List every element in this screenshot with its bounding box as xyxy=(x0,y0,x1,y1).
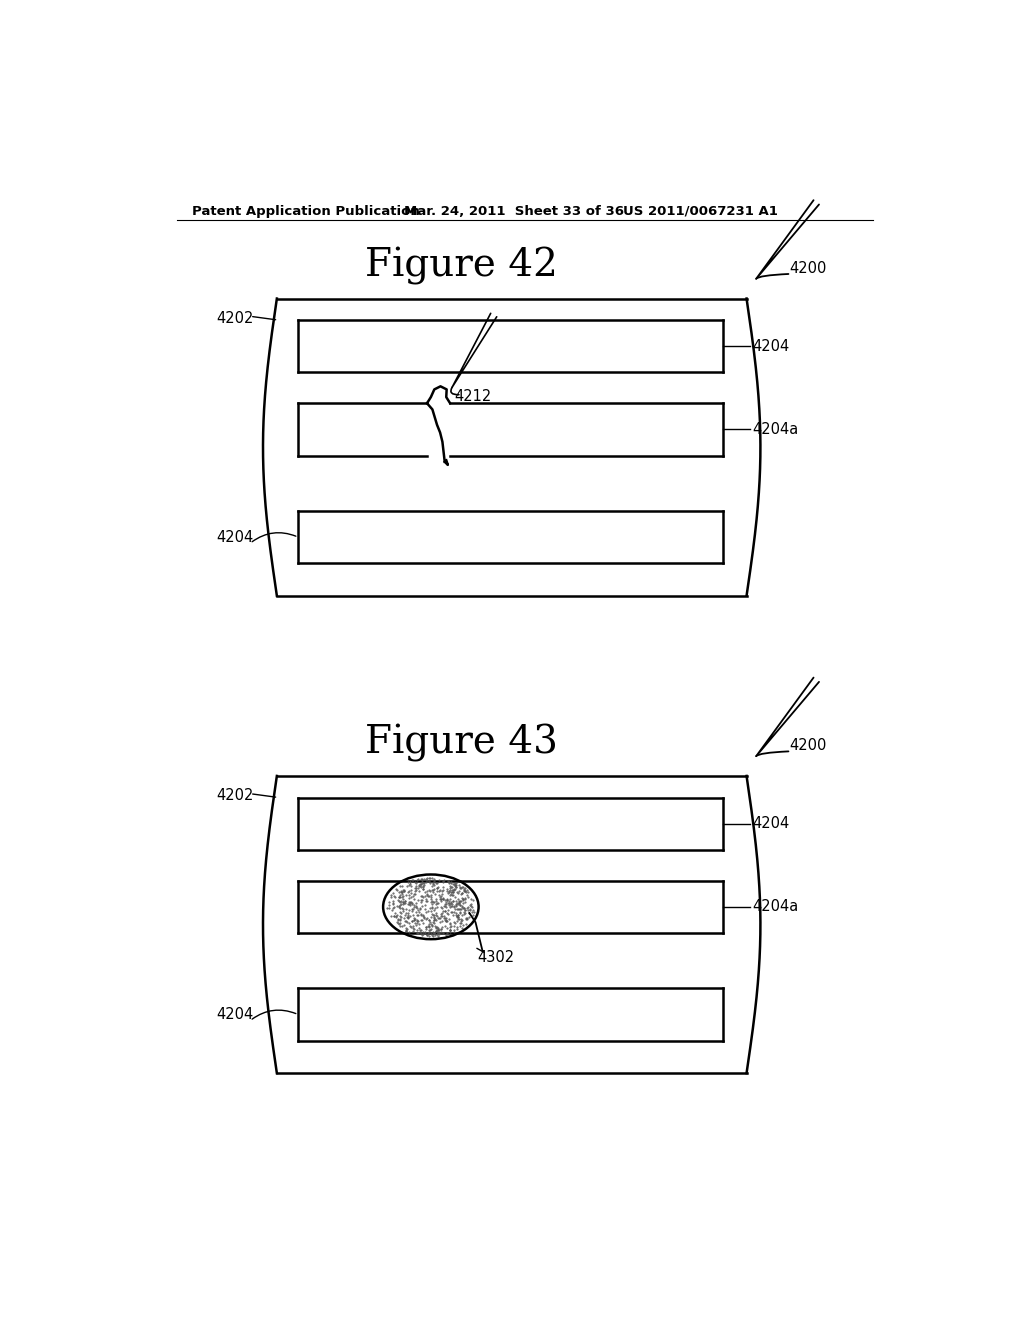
Text: 4204: 4204 xyxy=(753,339,790,354)
Text: 4202: 4202 xyxy=(217,788,254,804)
Text: 4204a: 4204a xyxy=(753,899,799,915)
Text: 4204a: 4204a xyxy=(753,422,799,437)
Text: 4204: 4204 xyxy=(753,816,790,832)
Text: 4204: 4204 xyxy=(217,529,254,545)
Text: Figure 43: Figure 43 xyxy=(366,725,558,763)
Text: 4212: 4212 xyxy=(454,389,492,404)
Text: 4202: 4202 xyxy=(217,312,254,326)
Text: 4204: 4204 xyxy=(217,1007,254,1022)
Text: US 2011/0067231 A1: US 2011/0067231 A1 xyxy=(624,205,778,218)
Text: Figure 42: Figure 42 xyxy=(366,247,558,285)
Text: 4302: 4302 xyxy=(477,950,514,965)
Text: Patent Application Publication: Patent Application Publication xyxy=(193,205,420,218)
Text: 4200: 4200 xyxy=(788,261,826,276)
Text: Mar. 24, 2011  Sheet 33 of 36: Mar. 24, 2011 Sheet 33 of 36 xyxy=(403,205,624,218)
Text: 4200: 4200 xyxy=(788,738,826,754)
